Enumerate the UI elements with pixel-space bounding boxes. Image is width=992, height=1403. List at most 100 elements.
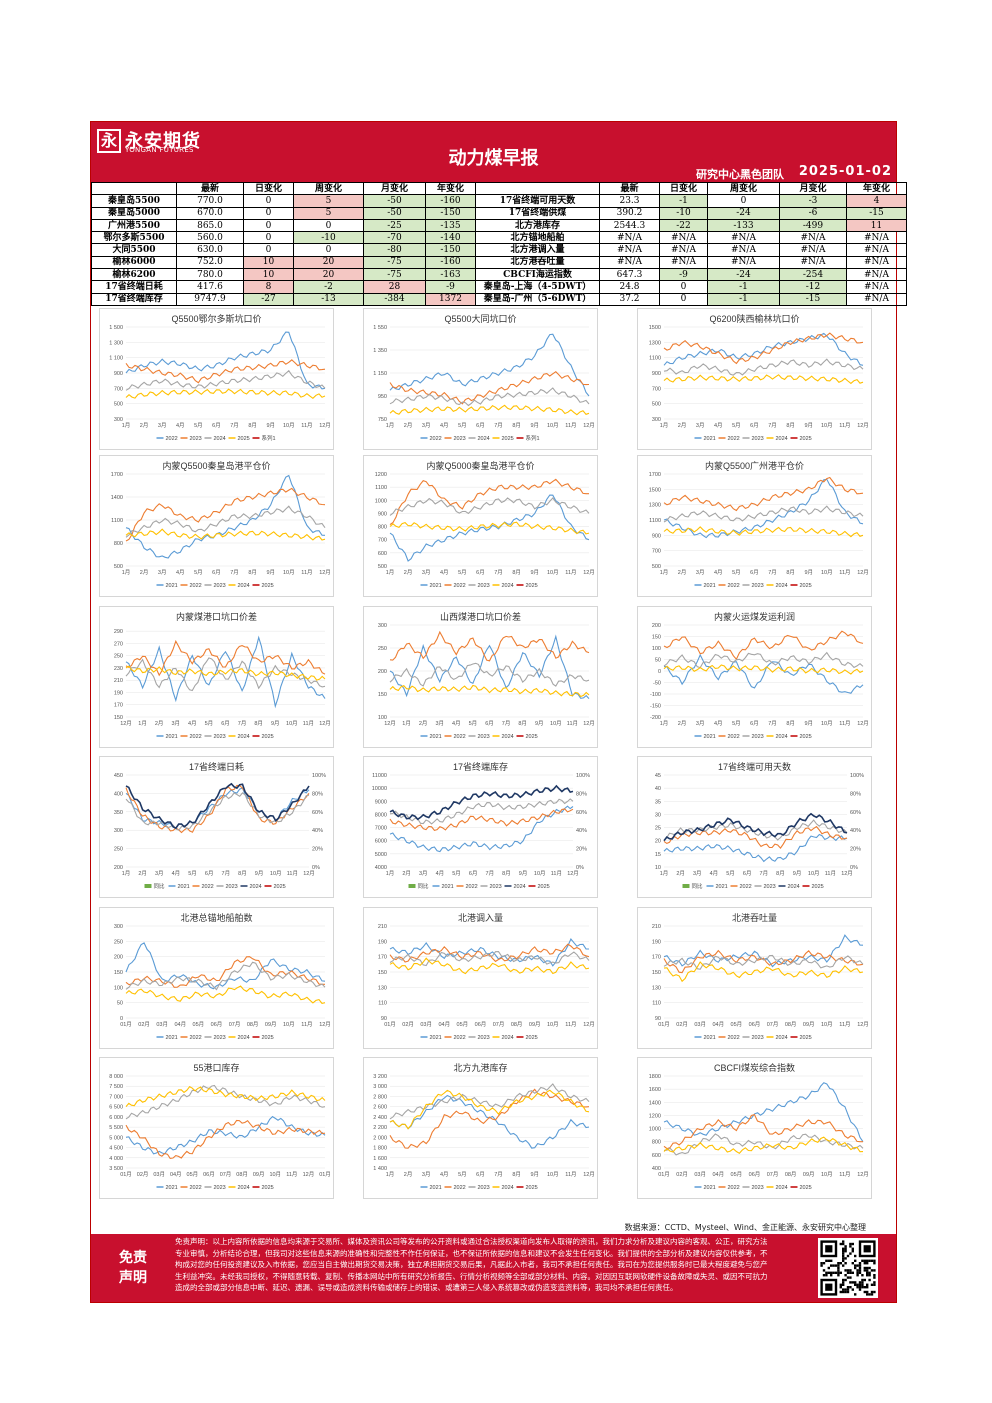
qr-code[interactable] xyxy=(818,1238,878,1298)
x-tick-label: 10月 xyxy=(808,870,820,877)
qr-module xyxy=(822,1269,826,1272)
x-tick-label: 6月 xyxy=(212,569,221,576)
x-tick-label: 09月 xyxy=(253,1171,265,1178)
table-cell: 0 xyxy=(707,194,780,208)
y-tick-label: 1500 xyxy=(649,487,661,493)
legend-label: 2024 xyxy=(776,1035,788,1041)
series-line xyxy=(125,784,310,834)
series-line xyxy=(389,1094,590,1149)
y-tick-label: 500 xyxy=(114,564,123,570)
x-tick-label: 5月 xyxy=(194,569,203,576)
x-tick-label: 4月 xyxy=(176,569,185,576)
qr-module xyxy=(822,1262,826,1265)
x-tick-label: 5月 xyxy=(205,720,214,727)
legend-label: 2023 xyxy=(752,583,764,589)
legend-label: 2021 xyxy=(430,583,442,589)
logo-en: YONGAN FUTURES xyxy=(125,146,194,154)
table-cell: 0 xyxy=(243,231,294,245)
x-tick-label: 9月 xyxy=(530,569,539,576)
legend-label: 2025 xyxy=(526,583,538,589)
series-line xyxy=(389,662,590,687)
table-cell: -25 xyxy=(363,218,426,233)
series-line xyxy=(389,808,574,832)
chart-title: 17省终端日耗 xyxy=(188,762,244,772)
series-line xyxy=(125,487,326,542)
y-tick-label: 8000 xyxy=(375,812,387,818)
y2-tick-label: 60% xyxy=(312,810,323,816)
chart-svg: 1 400 1 600 1 800 2 000 2 200 2 400 2 600 2 800… xyxy=(373,1074,595,1191)
table-cell: -75 xyxy=(363,268,426,282)
x-tick-label: 10月 xyxy=(821,1171,833,1178)
qr-module xyxy=(827,1271,830,1274)
legend-label: 2021 xyxy=(704,1035,716,1041)
chart-title: 内蒙煤港口坑口价差 xyxy=(175,612,257,622)
table-cell: 417.6 xyxy=(176,280,244,294)
table-cell: -9 xyxy=(659,268,708,282)
table-header-blank xyxy=(475,181,600,196)
y-tick-label: 110 xyxy=(378,1001,387,1007)
x-tick-label: 1月 xyxy=(122,569,131,576)
series-line xyxy=(125,388,326,400)
y-tick-label: 2 000 xyxy=(373,1135,387,1141)
series-line xyxy=(663,954,864,970)
table-cell: -22 xyxy=(659,218,708,233)
series-line xyxy=(125,782,310,830)
legend-label: 2025 xyxy=(502,436,514,442)
series-line xyxy=(389,1083,590,1120)
legend-label: 2025 xyxy=(526,1185,538,1191)
x-tick-label: 12月 xyxy=(857,422,869,429)
table-cell: 865.0 xyxy=(176,218,244,233)
legend-label: 2022 xyxy=(728,436,740,442)
legend-label: 2021 xyxy=(166,583,178,589)
legend-label: 2023 xyxy=(190,436,202,442)
series-line xyxy=(663,825,848,849)
y-tick-label: 6000 xyxy=(375,839,387,845)
series-line xyxy=(125,665,326,681)
qr-module xyxy=(856,1283,859,1286)
qr-module xyxy=(849,1281,852,1284)
qr-module xyxy=(858,1262,862,1265)
qr-module xyxy=(842,1259,845,1262)
chart-title: 内蒙Q5500广州港平仓价 xyxy=(704,461,805,471)
report-title: 动力煤早报 xyxy=(448,148,539,169)
x-tick-label: 4月 xyxy=(176,422,185,429)
x-tick-label: 01月 xyxy=(658,1171,670,1178)
y2-tick-label: 40% xyxy=(312,828,323,834)
y-tick-label: 50 xyxy=(655,658,661,664)
series-line xyxy=(663,332,864,366)
y-tick-label: 90 xyxy=(655,1016,661,1022)
qr-module xyxy=(868,1293,871,1296)
x-tick-label: 11月 xyxy=(301,1021,312,1028)
qr-module xyxy=(842,1240,845,1243)
series-line xyxy=(663,332,864,365)
chart-title: 北港总锚地船舶数 xyxy=(180,913,253,923)
legend-label: 2023 xyxy=(752,734,764,740)
data-source: 数据来源：CCTD、Mysteel、Wind、金正能源、永安研究中心整理 xyxy=(624,1223,866,1232)
qr-module xyxy=(844,1245,847,1248)
x-tick-label: 02月 xyxy=(138,1021,150,1028)
table-cell: 0 xyxy=(293,243,364,257)
x-tick-label: 9月 xyxy=(266,422,275,429)
x-tick-label: 01月 xyxy=(120,1171,132,1178)
table-cell: -1 xyxy=(659,194,708,208)
chart-title: 北方九港库存 xyxy=(453,1063,508,1073)
x-tick-label: 5月 xyxy=(469,720,478,727)
chart-panel: 北港吞吐量 90 110 130 150 170 190 210 01月 02月 03月 04月 05月… xyxy=(637,907,872,1049)
qr-module xyxy=(830,1264,833,1267)
legend-label: 2022 xyxy=(728,1185,740,1191)
table-header-cell: 月变化 xyxy=(779,181,847,196)
qr-module xyxy=(849,1286,852,1289)
x-tick-label: 11月 xyxy=(303,720,314,727)
y-tick-label: 1 600 xyxy=(373,1156,387,1162)
table-cell: -75 xyxy=(363,255,426,270)
chart-svg: 90 110 130 150 170 190 210 01月 02月 03月 04月 05月 06月 07… xyxy=(652,924,869,1041)
qr-module xyxy=(858,1283,862,1286)
disclaimer-label-1: 免责 xyxy=(119,1250,147,1266)
qr-module xyxy=(873,1283,876,1286)
qr-module xyxy=(861,1274,864,1277)
x-tick-label: 04月 xyxy=(438,1021,450,1028)
chart-panel: 山西煤港口坑口价差 100 150 200 250 300 12月 1月 2月 3月 4月 5月 6月 7… xyxy=(363,606,598,748)
x-tick-label: 9月 xyxy=(804,720,813,727)
x-tick-label: 6月 xyxy=(485,720,494,727)
y2-tick-label: 0% xyxy=(850,865,858,871)
